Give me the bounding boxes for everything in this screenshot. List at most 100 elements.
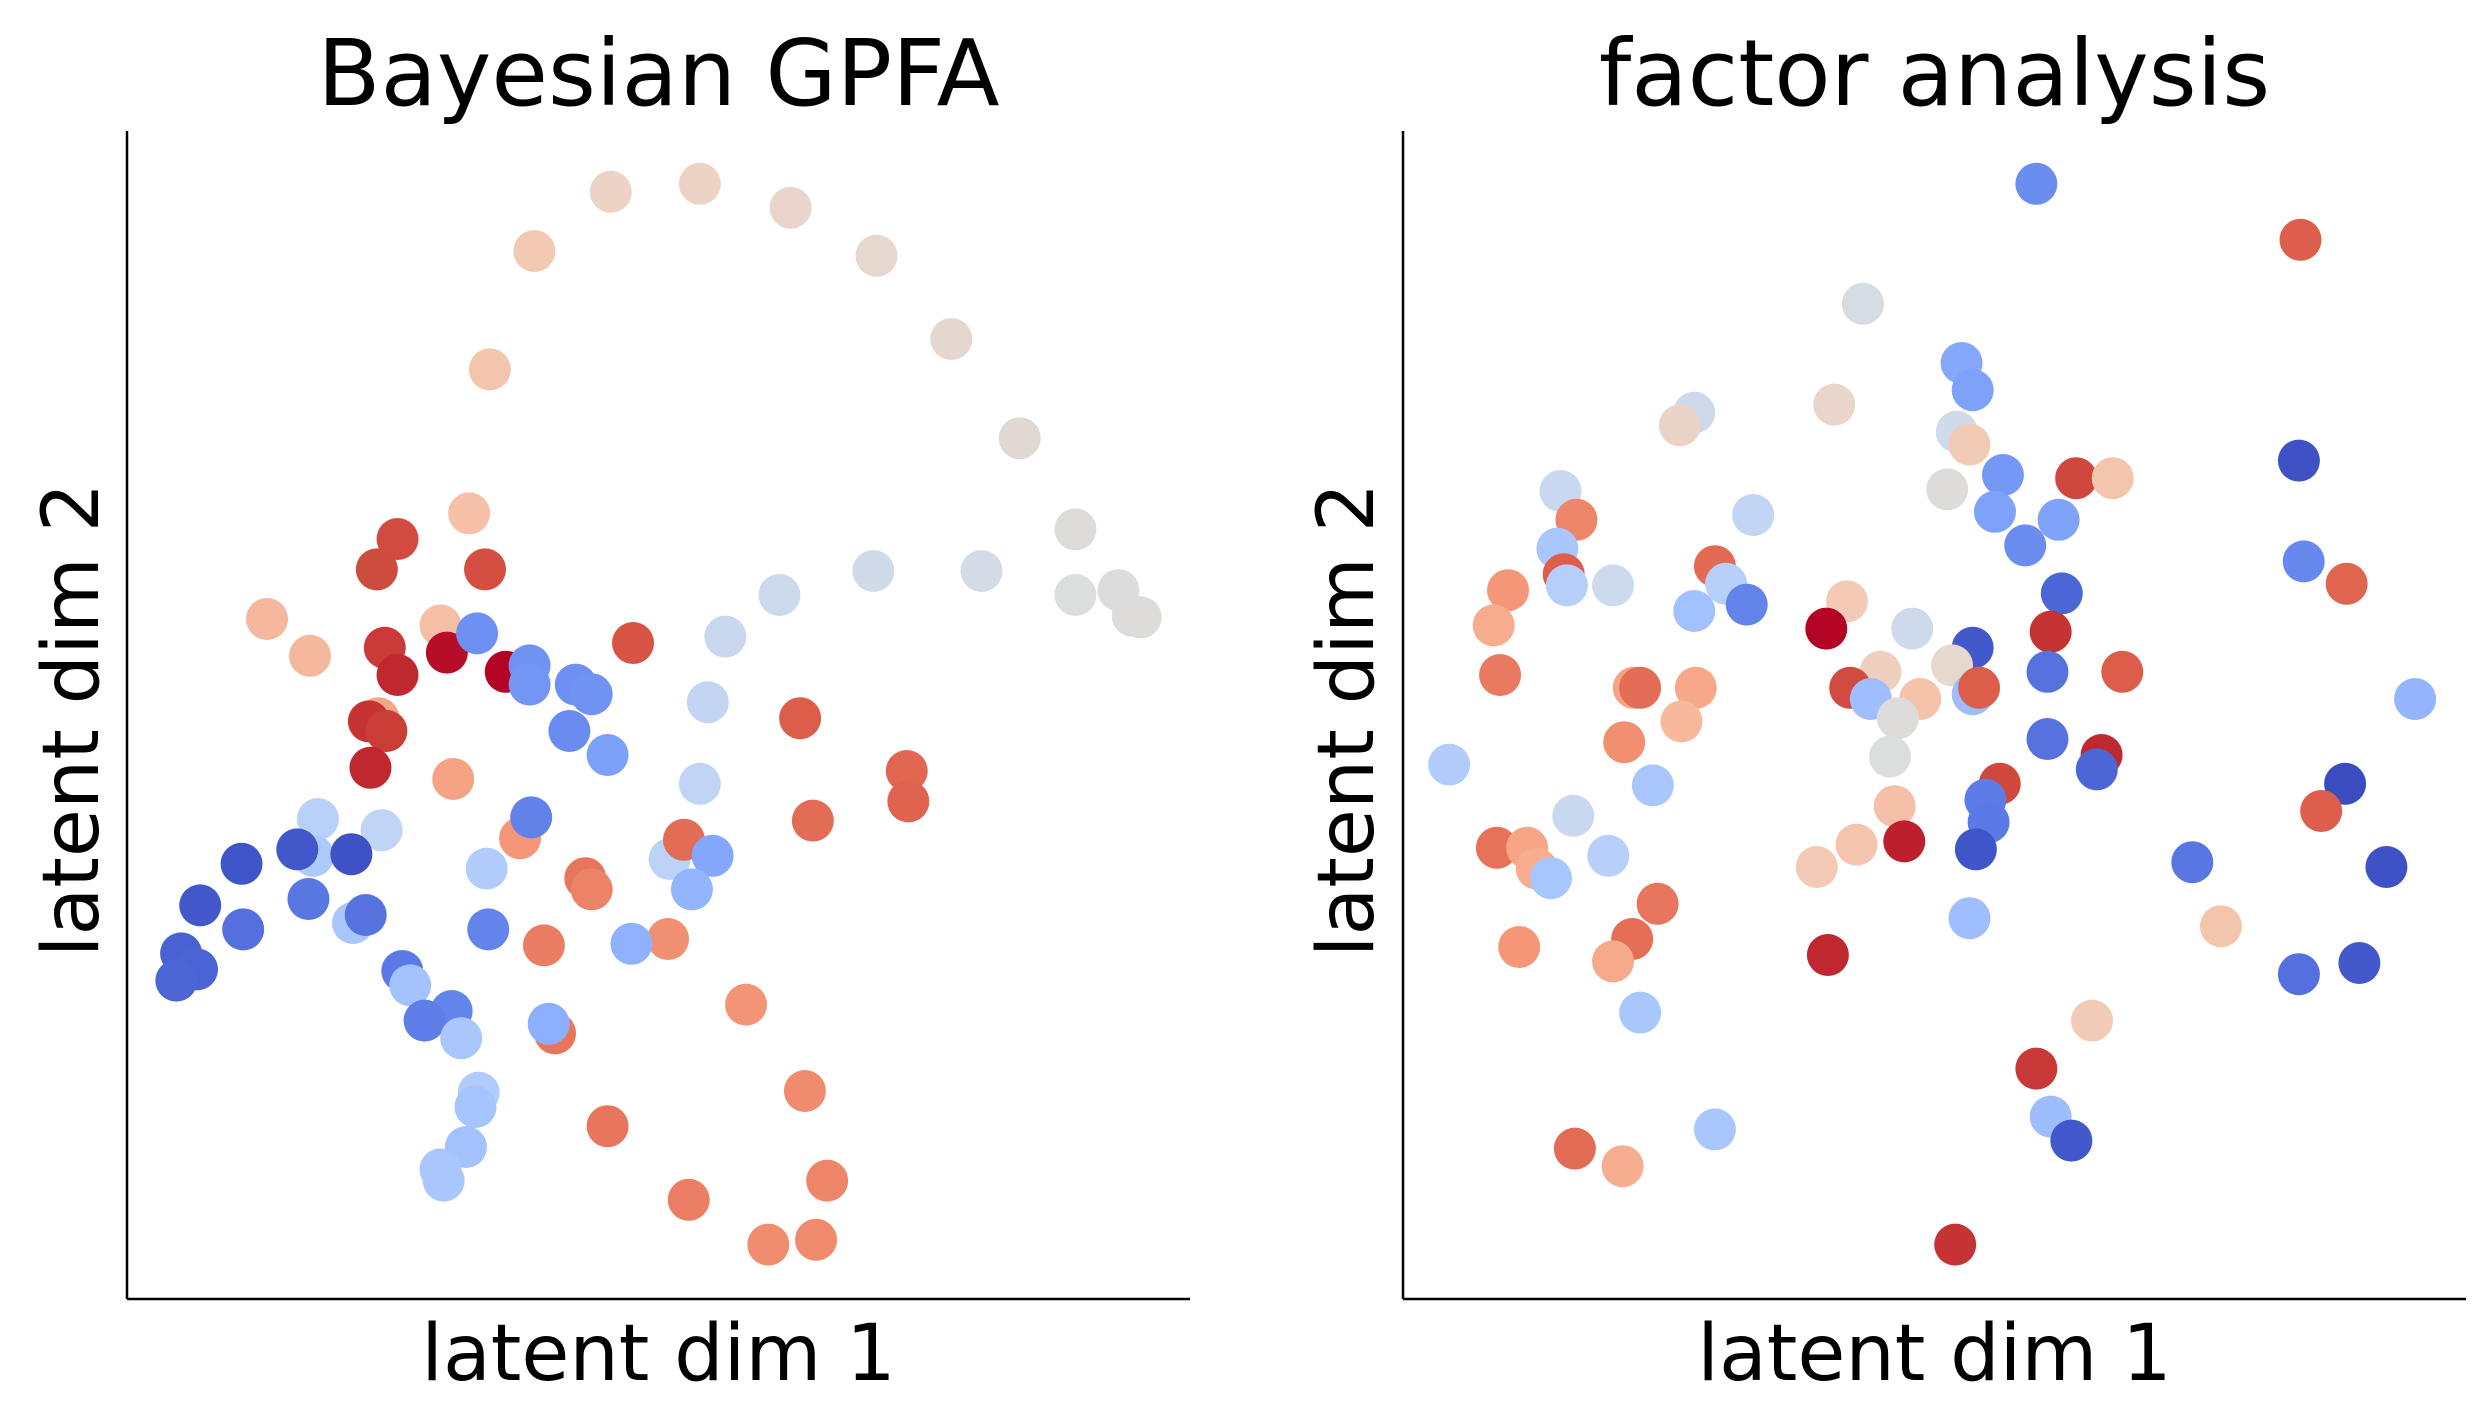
scatter-point (1693, 1108, 1736, 1151)
scatter-point (1981, 454, 2024, 496)
scatter-point (2277, 439, 2320, 482)
scatter-point (1795, 846, 1838, 888)
scatter-point (691, 834, 734, 877)
scatter-point (1660, 700, 1703, 743)
scatter-point (1876, 697, 1919, 740)
scatter-point (456, 612, 499, 655)
scatter-point (1631, 764, 1674, 807)
scatter-point (806, 1159, 849, 1202)
scatter-point (330, 833, 373, 876)
scatter-point (1553, 1127, 1596, 1170)
scatter-point (246, 598, 289, 640)
scatter-point (586, 1105, 629, 1148)
scatter-point (670, 868, 713, 911)
scatter-point (1529, 857, 1572, 900)
scatter-point (852, 550, 895, 592)
scatter-point (2277, 953, 2320, 996)
scatter-point (2171, 841, 2214, 884)
scatter-point (998, 417, 1041, 460)
scatter-point (508, 663, 551, 706)
scatter-point (2026, 650, 2069, 693)
scatter-point (783, 1070, 826, 1112)
scatter-point (1951, 369, 1994, 412)
scatter-point (548, 710, 591, 752)
scatter-point (795, 1218, 838, 1261)
scatter-point (287, 878, 330, 920)
scatter-point (1948, 897, 1991, 940)
scatter-point (2055, 457, 2098, 500)
scatter-point (589, 170, 632, 213)
scatter-point (467, 908, 510, 951)
scatter-point (2279, 218, 2322, 261)
scatter-point (289, 634, 332, 677)
scatter-point (448, 492, 491, 535)
scatter-point (527, 1002, 570, 1045)
scatter-point (464, 548, 507, 591)
y-axis-label: latent dim 2 (1302, 483, 1392, 957)
scatter-point (155, 959, 198, 1002)
scatter-point (1725, 583, 1768, 626)
scatter-point (1813, 383, 1856, 426)
scatter-point (2037, 498, 2080, 541)
scatter-point (1674, 666, 1717, 709)
scatter-point (2101, 650, 2144, 693)
scatter-point (1619, 991, 1662, 1034)
scatter-point (403, 999, 446, 1042)
scatter-point (2050, 1119, 2093, 1162)
scatter-point (432, 758, 475, 800)
scatter-point (647, 918, 690, 960)
scatter-point (887, 780, 930, 823)
scatter-point (704, 615, 747, 658)
scatter-point (1479, 654, 1522, 696)
scatter-point (365, 710, 408, 752)
scatter-point (360, 809, 403, 852)
scatter-point (2029, 610, 2072, 653)
scatter-point (1619, 666, 1662, 709)
scatter-point (468, 348, 511, 391)
scatter-point (855, 234, 898, 277)
scatter-point (296, 798, 339, 840)
scatter-point (2071, 999, 2114, 1042)
scatter-point (2324, 762, 2367, 805)
scatter-point (2075, 748, 2118, 791)
scatter-point (960, 550, 1003, 592)
scatter-point (610, 922, 653, 965)
scatter-point (1934, 1223, 1977, 1266)
scatter-point (1545, 564, 1588, 607)
scatter-point (1592, 564, 1635, 607)
scatter-point (220, 842, 263, 885)
scatter-point (2282, 540, 2325, 583)
scatter-point (1658, 404, 1701, 447)
scatter-point (2091, 457, 2134, 500)
scatter-point (2338, 942, 2381, 984)
scatter-point (510, 796, 553, 839)
scatter-point (1973, 490, 2016, 533)
scatter-point (1873, 785, 1916, 828)
scatter-point (1498, 926, 1541, 968)
scatter-point (1868, 735, 1911, 778)
scatter-point (376, 518, 419, 560)
scatter-point (349, 746, 392, 789)
scatter-point (1891, 607, 1934, 650)
scatter-point (791, 799, 834, 842)
scatter-point (1552, 794, 1595, 837)
scatter-point (758, 574, 801, 616)
scatter-point (612, 622, 655, 664)
scatter-point (1954, 828, 1997, 871)
scatter-point (1883, 820, 1926, 863)
scatter-point (344, 894, 387, 936)
scatter-point (2300, 790, 2343, 832)
chart-title: factor analysis (1599, 20, 2270, 127)
scatter-point (1587, 834, 1630, 877)
scatter-point (2004, 524, 2047, 567)
scatter-point (1119, 596, 1162, 639)
scatter-point (2026, 718, 2069, 760)
scatter-point (465, 847, 508, 890)
scatter-point (1603, 721, 1646, 764)
scatter-point (1948, 423, 1991, 466)
scatter-point (422, 1159, 465, 1202)
scatter-point (513, 230, 556, 272)
scatter-point (222, 908, 265, 951)
scatter-point (454, 1086, 497, 1128)
